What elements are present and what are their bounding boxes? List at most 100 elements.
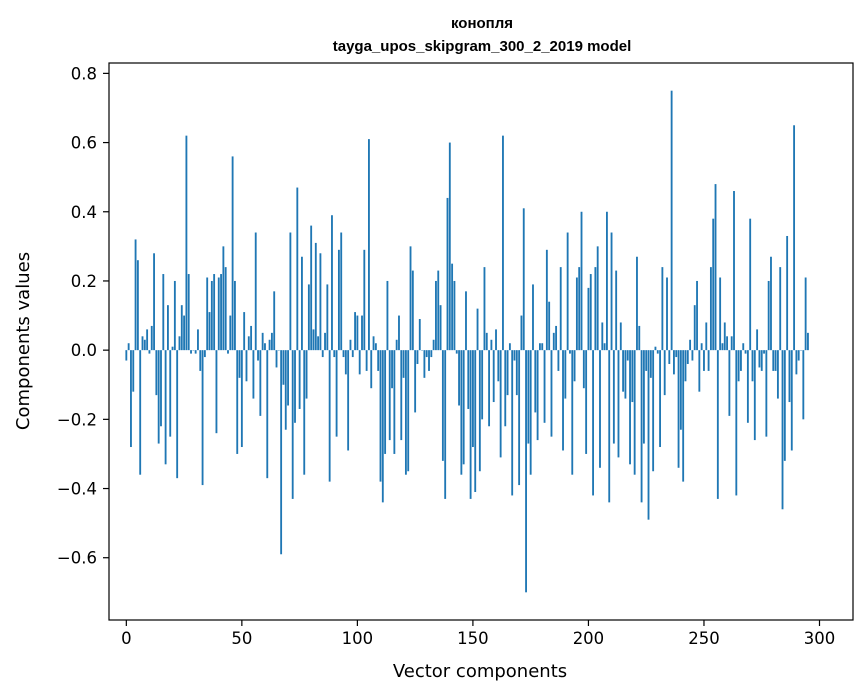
bar [368, 139, 370, 351]
bar [331, 215, 333, 351]
bar [197, 329, 199, 351]
bar [774, 350, 777, 371]
bar [793, 125, 796, 351]
bar [361, 315, 363, 351]
bar [321, 350, 324, 358]
bar [407, 350, 410, 472]
bar [700, 343, 703, 351]
bar [795, 350, 798, 375]
x-tick-label: 150 [457, 629, 489, 648]
bar [215, 350, 218, 434]
bar [148, 350, 151, 354]
bar [458, 350, 460, 406]
bar [698, 350, 701, 392]
bar [767, 280, 770, 351]
bar [402, 350, 405, 378]
bar [543, 350, 546, 423]
bar [488, 350, 491, 427]
bar [183, 315, 186, 351]
bar [571, 350, 574, 475]
bar [758, 350, 761, 368]
x-axis: 0 50 100 150 200 250 300 [121, 620, 835, 648]
bar [522, 208, 525, 351]
y-tick-label: 0.4 [71, 203, 97, 222]
bar [578, 267, 581, 351]
bar [441, 350, 444, 461]
bar [712, 218, 715, 351]
bar [532, 284, 534, 351]
bar [284, 350, 287, 430]
bar [684, 350, 687, 382]
bar [686, 350, 689, 364]
bar [393, 350, 396, 454]
bar [714, 184, 717, 351]
bar [446, 197, 449, 351]
bar [404, 350, 407, 475]
bar [245, 350, 248, 382]
bar [430, 350, 433, 358]
bar [783, 350, 786, 461]
bar [337, 249, 340, 351]
bar [740, 350, 742, 371]
bar [222, 246, 225, 351]
bar [317, 336, 320, 351]
bar [626, 350, 629, 361]
bar [709, 267, 712, 351]
bar [673, 350, 675, 375]
bar [797, 350, 800, 361]
bar [423, 350, 426, 378]
bar [696, 280, 698, 351]
bar [596, 246, 599, 351]
bar [541, 343, 544, 351]
bar [238, 350, 241, 378]
bar [125, 350, 128, 361]
bar [351, 350, 354, 358]
bar [663, 350, 666, 396]
chart-title: конопля [451, 15, 513, 32]
bar [259, 350, 262, 416]
bar [689, 339, 692, 351]
bar [342, 350, 345, 358]
bar [693, 305, 696, 351]
x-tick-label: 0 [121, 629, 132, 648]
bar [652, 350, 655, 472]
bar [716, 350, 719, 499]
bar [608, 350, 611, 503]
bar [217, 277, 220, 351]
bar [765, 350, 768, 437]
bar [252, 350, 255, 399]
bar [328, 350, 331, 482]
y-tick-label: 0.6 [71, 134, 97, 153]
bar [171, 346, 174, 351]
bar [280, 350, 283, 555]
plot-frame [108, 62, 854, 621]
bar [760, 350, 763, 371]
bar [536, 350, 539, 441]
bar [416, 350, 419, 364]
bar [294, 350, 296, 423]
bar [790, 350, 793, 451]
bar [520, 315, 523, 351]
x-tick-label: 100 [342, 629, 374, 648]
bar [354, 312, 356, 351]
bar [703, 350, 705, 371]
bar [451, 263, 454, 351]
bar [502, 135, 504, 351]
bar [513, 350, 516, 361]
bar [606, 211, 608, 351]
bar [772, 350, 775, 371]
bar [379, 350, 382, 482]
bar [136, 260, 139, 351]
bar [231, 156, 234, 351]
bar [448, 142, 451, 351]
bar [266, 350, 269, 479]
bar [640, 350, 643, 503]
bar [675, 350, 678, 358]
bar [208, 312, 211, 351]
bar [786, 235, 789, 351]
bar [268, 339, 271, 351]
bar [234, 280, 236, 351]
bar [453, 280, 456, 351]
bar [333, 350, 336, 358]
bar [185, 135, 188, 351]
